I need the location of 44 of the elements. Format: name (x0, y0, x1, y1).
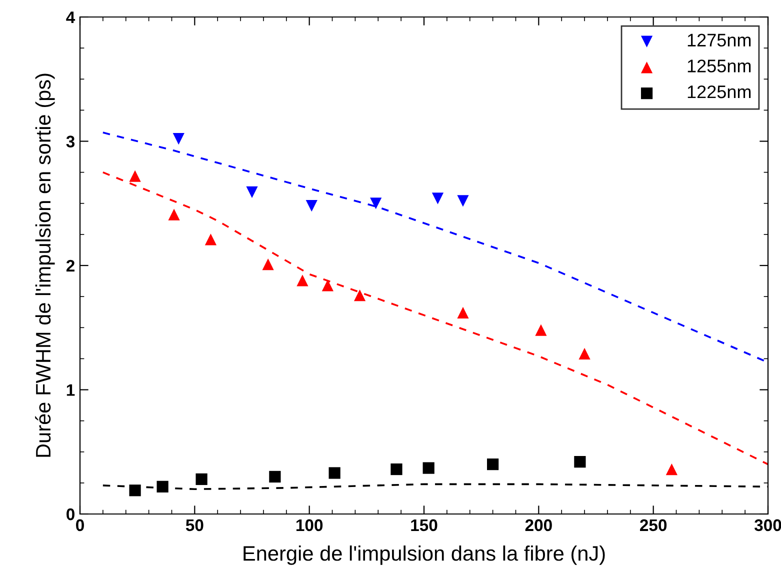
point (457, 195, 469, 207)
point (172, 132, 184, 145)
point (322, 280, 334, 292)
point (422, 462, 434, 474)
point (432, 192, 444, 204)
y-tick-label: 0 (66, 508, 74, 520)
point (156, 480, 168, 492)
point (666, 463, 678, 476)
y-axis-title: Durée FWHM de l'impulsion en sortie (ps) (35, 74, 55, 457)
point (246, 186, 258, 198)
legend-label: 1225nm (688, 85, 751, 98)
point (296, 274, 308, 286)
point (354, 290, 366, 302)
point (168, 208, 180, 220)
point (269, 470, 281, 483)
line-series (102, 171, 768, 466)
point (129, 484, 141, 496)
y-tick-label: 3 (66, 136, 75, 148)
legend-label: 1255nm (688, 60, 751, 72)
point (535, 324, 547, 336)
point (262, 258, 274, 270)
y-tick-label: 2 (66, 260, 74, 272)
point (486, 458, 499, 470)
x-tick-label: 200 (525, 519, 552, 532)
point (306, 200, 318, 212)
point (204, 234, 217, 246)
y-tick-label: 1 (66, 384, 75, 396)
x-tick-label: 100 (296, 519, 323, 532)
point (574, 456, 586, 468)
x-tick-label: 50 (186, 519, 204, 532)
x-tick-label: 0 (76, 519, 84, 532)
point (328, 467, 340, 479)
point (578, 348, 590, 360)
x-tick-label: 150 (411, 519, 438, 532)
x-axis-title: Energie de l'impulsion dans la fibre (nJ) (244, 546, 605, 565)
x-tick-label: 250 (640, 519, 667, 532)
point (457, 306, 469, 319)
legend-label: 1275nm (688, 34, 751, 47)
y-tick-label: 4 (66, 12, 76, 24)
point (129, 170, 141, 182)
point (196, 473, 208, 486)
point (390, 463, 402, 476)
x-tick-label: 300 (754, 519, 781, 532)
point (370, 198, 382, 210)
